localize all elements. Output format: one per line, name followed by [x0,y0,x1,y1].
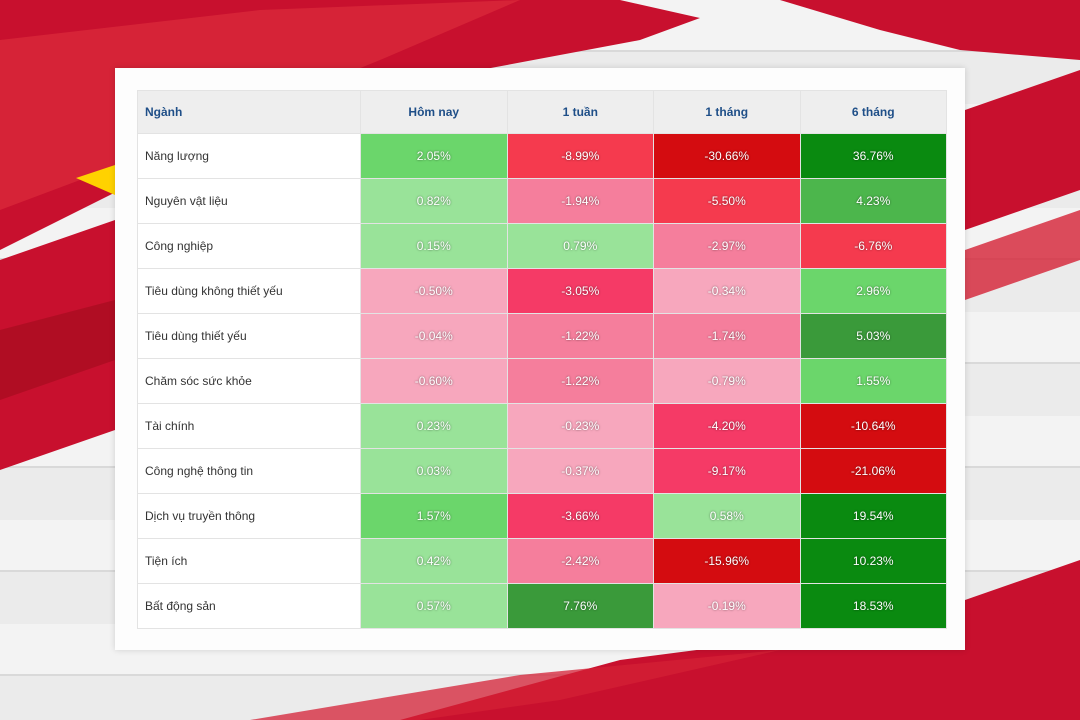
heatmap-cell: -4.20% [653,403,801,449]
sector-label: Công nghiệp [137,223,361,269]
sector-label: Nguyên vật liệu [137,178,361,224]
heatmap-cell: 5.03% [799,313,947,359]
table-row: Tài chính 0.23% -0.23% -4.20% -10.64% [137,403,947,449]
sector-label: Công nghệ thông tin [137,448,361,494]
heatmap-cell: -1.94% [506,178,654,224]
heatmap-cell: -10.64% [799,403,947,449]
sector-label: Chăm sóc sức khỏe [137,358,361,404]
table-row: Năng lượng 2.05% -8.99% -30.66% 36.76% [137,133,947,179]
heatmap-cell: 7.76% [506,583,654,629]
heatmap-cell: 0.58% [653,493,801,539]
heatmap-cell: -0.34% [653,268,801,314]
sector-label: Dịch vụ truyền thông [137,493,361,539]
heatmap-cell: 4.23% [799,178,947,224]
table-row: Tiện ích 0.42% -2.42% -15.96% 10.23% [137,538,947,584]
heatmap-cell: -0.37% [506,448,654,494]
sector-label: Tài chính [137,403,361,449]
heatmap-cell: -0.79% [653,358,801,404]
sector-label: Tiêu dùng thiết yếu [137,313,361,359]
heatmap-cell: 10.23% [799,538,947,584]
heatmap-cell: 0.57% [360,583,508,629]
heatmap-cell: 36.76% [799,133,947,179]
red-brush-stroke [0,300,115,400]
table-body: Năng lượng 2.05% -8.99% -30.66% 36.76% Nguyên… [137,133,947,629]
header-row: Ngành Hôm nay 1 tuần 1 tháng 6 tháng [137,90,947,134]
table-row: Bất động sản 0.57% 7.76% -0.19% 18.53% [137,583,947,629]
heatmap-cell: -15.96% [653,538,801,584]
heatmap-cell: 19.54% [799,493,947,539]
sector-label: Năng lượng [137,133,361,179]
sector-label: Bất động sản [137,583,361,629]
heatmap-cell: -0.23% [506,403,654,449]
red-brush-stroke [965,70,1080,230]
heatmap-cell: -1.22% [506,358,654,404]
red-brush-stroke [965,210,1080,300]
heatmap-cell: 2.05% [360,133,508,179]
table-row: Công nghiệp 0.15% 0.79% -2.97% -6.76% [137,223,947,269]
table-row: Nguyên vật liệu 0.82% -1.94% -5.50% 4.23% [137,178,947,224]
heatmap-cell: -5.50% [653,178,801,224]
heatmap-cell: 0.23% [360,403,508,449]
table-row: Dịch vụ truyền thông 1.57% -3.66% 0.58% 19.5… [137,493,947,539]
heatmap-cell: 0.82% [360,178,508,224]
heatmap-cell: 0.03% [360,448,508,494]
heatmap-cell: -30.66% [653,133,801,179]
table-row: Chăm sóc sức khỏe -0.60% -1.22% -0.79% 1.55% [137,358,947,404]
column-header-sector: Ngành [137,90,361,134]
heatmap-cell: 0.79% [506,223,654,269]
column-header-today: Hôm nay [360,90,508,134]
heatmap-cell: -1.22% [506,313,654,359]
heatmap-cell: -3.66% [506,493,654,539]
heatmap-cell: -0.60% [360,358,508,404]
heatmap-cell: -2.97% [653,223,801,269]
table-row: Tiêu dùng không thiết yếu -0.50% -3.05% -0.… [137,268,947,314]
table-row: Tiêu dùng thiết yếu -0.04% -1.22% -1.74% 5.0… [137,313,947,359]
heatmap-cell: -21.06% [799,448,947,494]
table-panel: Ngành Hôm nay 1 tuần 1 tháng 6 tháng Năn… [115,68,965,650]
star-icon [76,165,115,195]
heatmap-cell: 1.55% [799,358,947,404]
heatmap-cell: -2.42% [506,538,654,584]
heatmap-cell: 2.96% [799,268,947,314]
sector-label: Tiêu dùng không thiết yếu [137,268,361,314]
red-brush-stroke [250,650,780,720]
sector-label: Tiện ích [137,538,361,584]
red-brush-stroke [780,0,1080,60]
heatmap-cell: -8.99% [506,133,654,179]
heatmap-cell: -3.05% [506,268,654,314]
heatmap-cell: -9.17% [653,448,801,494]
column-header-1-month: 1 tháng [653,90,801,134]
heatmap-cell: -1.74% [653,313,801,359]
sector-performance-table: Ngành Hôm nay 1 tuần 1 tháng 6 tháng Năn… [137,90,947,629]
heatmap-cell: 0.42% [360,538,508,584]
heatmap-cell: -0.04% [360,313,508,359]
column-header-1-week: 1 tuần [506,90,654,134]
heatmap-cell: 18.53% [799,583,947,629]
column-header-6-months: 6 tháng [799,90,947,134]
heatmap-cell: -0.50% [360,268,508,314]
heatmap-cell: 1.57% [360,493,508,539]
table-row: Công nghệ thông tin 0.03% -0.37% -9.17% -21.… [137,448,947,494]
heatmap-cell: -6.76% [799,223,947,269]
heatmap-cell: -0.19% [653,583,801,629]
heatmap-cell: 0.15% [360,223,508,269]
